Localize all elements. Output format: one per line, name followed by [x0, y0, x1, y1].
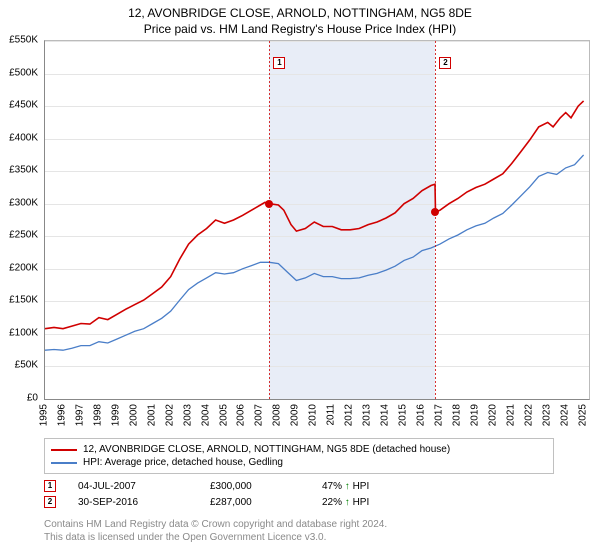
sale-marker-dot — [431, 208, 439, 216]
x-tick-label: 2001 — [146, 404, 157, 426]
sale-marker-box: 1 — [273, 57, 285, 69]
x-tick-label: 2024 — [559, 404, 570, 426]
x-tick-label: 1997 — [74, 404, 85, 426]
legend-label: HPI: Average price, detached house, Gedl… — [83, 457, 283, 468]
x-tick-label: 2016 — [416, 404, 427, 426]
series-hpi — [45, 155, 584, 350]
x-tick-label: 2012 — [344, 404, 355, 426]
sale-date: 04-JUL-2007 — [78, 481, 188, 492]
y-tick-label: £300K — [9, 197, 38, 208]
sale-marker-dot — [265, 200, 273, 208]
legend-swatch — [51, 449, 77, 451]
legend-box: 12, AVONBRIDGE CLOSE, ARNOLD, NOTTINGHAM… — [44, 438, 554, 474]
x-tick-label: 2019 — [469, 404, 480, 426]
y-tick-label: £550K — [9, 35, 38, 46]
x-tick-label: 2015 — [398, 404, 409, 426]
up-arrow-icon: ↑ — [345, 497, 350, 508]
y-tick-label: £0 — [27, 393, 38, 404]
sale-index-box: 2 — [44, 496, 56, 508]
y-tick-label: £250K — [9, 230, 38, 241]
x-tick-label: 1998 — [92, 404, 103, 426]
chart-title-address: 12, AVONBRIDGE CLOSE, ARNOLD, NOTTINGHAM… — [0, 0, 600, 20]
y-axis-labels: £0£50K£100K£150K£200K£250K£300K£350K£400… — [0, 40, 42, 400]
x-tick-label: 2010 — [308, 404, 319, 426]
x-tick-label: 1996 — [56, 404, 67, 426]
x-tick-label: 2018 — [451, 404, 462, 426]
x-tick-label: 2022 — [523, 404, 534, 426]
x-tick-label: 2025 — [577, 404, 588, 426]
x-tick-label: 2006 — [236, 404, 247, 426]
sale-pct-vs-hpi: 47% ↑ HPI — [322, 481, 482, 492]
sale-index-box: 1 — [44, 480, 56, 492]
x-tick-label: 2023 — [541, 404, 552, 426]
legend-label: 12, AVONBRIDGE CLOSE, ARNOLD, NOTTINGHAM… — [83, 444, 450, 455]
x-tick-label: 1995 — [39, 404, 50, 426]
x-tick-label: 2002 — [164, 404, 175, 426]
chart-plot-area: 12 — [44, 40, 590, 400]
sale-row: 2 30-SEP-2016 £287,000 22% ↑ HPI — [44, 494, 590, 510]
x-tick-label: 2003 — [182, 404, 193, 426]
sale-marker-box: 2 — [439, 57, 451, 69]
series-property — [45, 101, 584, 329]
y-tick-label: £400K — [9, 132, 38, 143]
chart-title-sub: Price paid vs. HM Land Registry's House … — [0, 20, 600, 38]
legend-swatch — [51, 462, 77, 464]
sale-pct-vs-hpi: 22% ↑ HPI — [322, 497, 482, 508]
sale-row: 1 04-JUL-2007 £300,000 47% ↑ HPI — [44, 478, 590, 494]
legend-row: HPI: Average price, detached house, Gedl… — [51, 456, 547, 469]
x-axis-labels: 1995199619971998199920002001200220032004… — [44, 402, 590, 436]
sales-table: 1 04-JUL-2007 £300,000 47% ↑ HPI 2 30-SEP-201… — [44, 478, 590, 510]
chart-svg — [45, 41, 589, 399]
x-tick-label: 2017 — [433, 404, 444, 426]
y-tick-label: £450K — [9, 100, 38, 111]
footer-line-1: Contains HM Land Registry data © Crown c… — [44, 518, 590, 531]
footer-attribution: Contains HM Land Registry data © Crown c… — [44, 518, 590, 544]
x-tick-label: 2007 — [254, 404, 265, 426]
x-tick-label: 2021 — [505, 404, 516, 426]
y-tick-label: £500K — [9, 67, 38, 78]
y-tick-label: £100K — [9, 327, 38, 338]
sale-price: £300,000 — [210, 481, 300, 492]
legend-row: 12, AVONBRIDGE CLOSE, ARNOLD, NOTTINGHAM… — [51, 443, 547, 456]
y-tick-label: £50K — [15, 360, 38, 371]
x-tick-label: 2008 — [272, 404, 283, 426]
x-tick-label: 2009 — [290, 404, 301, 426]
x-tick-label: 2013 — [362, 404, 373, 426]
x-tick-label: 2020 — [487, 404, 498, 426]
sale-date: 30-SEP-2016 — [78, 497, 188, 508]
footer-line-2: This data is licensed under the Open Gov… — [44, 531, 590, 544]
x-tick-label: 2004 — [200, 404, 211, 426]
x-tick-label: 2014 — [380, 404, 391, 426]
x-tick-label: 2011 — [326, 404, 337, 426]
x-tick-label: 1999 — [110, 404, 121, 426]
up-arrow-icon: ↑ — [345, 481, 350, 492]
y-tick-label: £200K — [9, 262, 38, 273]
x-tick-label: 2005 — [218, 404, 229, 426]
y-tick-label: £350K — [9, 165, 38, 176]
x-tick-label: 2000 — [128, 404, 139, 426]
sale-price: £287,000 — [210, 497, 300, 508]
y-tick-label: £150K — [9, 295, 38, 306]
